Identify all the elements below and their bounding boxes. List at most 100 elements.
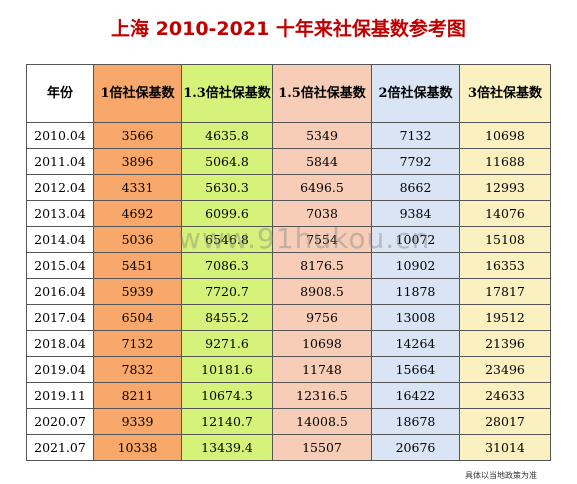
header-1-3x-base: 1.3倍社保基数 [181, 64, 273, 123]
header-2x-base: 2倍社保基数 [371, 64, 460, 123]
cell-3x-base: 11688 [459, 148, 551, 175]
cell-1-3x-base: 6546.8 [181, 226, 273, 253]
table-body: 2010.04 3566 4635.8 5349 7132 10698 2011.04 389… [26, 122, 551, 461]
cell-1x-base: 5036 [93, 226, 182, 253]
cell-1-3x-base: 9271.6 [181, 330, 273, 357]
cell-1-3x-base: 7086.3 [181, 252, 273, 279]
table-row: 2016.04 5939 7720.7 8908.5 11878 17817 [26, 278, 551, 305]
table-row: 2010.04 3566 4635.8 5349 7132 10698 [26, 122, 551, 149]
cell-1-5x-base: 7038 [272, 200, 372, 227]
cell-2x-base: 20676 [371, 434, 460, 461]
table-row: 2014.04 5036 6546.8 7554 10072 15108 [26, 226, 551, 253]
cell-2x-base: 8662 [371, 174, 460, 201]
cell-1-5x-base: 8176.5 [272, 252, 372, 279]
cell-1-5x-base: 9756 [272, 304, 372, 331]
cell-1-5x-base: 5349 [272, 122, 372, 149]
table-row: 2012.04 4331 5630.3 6496.5 8662 12993 [26, 174, 551, 201]
cell-1x-base: 7832 [93, 356, 182, 383]
header-3x-base: 3倍社保基数 [459, 64, 551, 123]
cell-2x-base: 14264 [371, 330, 460, 357]
table-row: 2011.04 3896 5064.8 5844 7792 11688 [26, 148, 551, 175]
cell-2x-base: 7132 [371, 122, 460, 149]
cell-1x-base: 8211 [93, 382, 182, 409]
cell-1-3x-base: 5630.3 [181, 174, 273, 201]
cell-year: 2020.07 [26, 408, 94, 435]
cell-1x-base: 10338 [93, 434, 182, 461]
cell-1-5x-base: 15507 [272, 434, 372, 461]
cell-1x-base: 3566 [93, 122, 182, 149]
cell-year: 2017.04 [26, 304, 94, 331]
social-security-base-table: 年份 1倍社保基数 1.3倍社保基数 1.5倍社保基数 2倍社保基数 3倍社保基… [26, 64, 551, 461]
table-row: 2019.11 8211 10674.3 12316.5 16422 24633 [26, 382, 551, 409]
cell-1x-base: 5939 [93, 278, 182, 305]
cell-1-5x-base: 12316.5 [272, 382, 372, 409]
cell-2x-base: 13008 [371, 304, 460, 331]
cell-1-3x-base: 10181.6 [181, 356, 273, 383]
cell-2x-base: 10902 [371, 252, 460, 279]
table-header-row: 年份 1倍社保基数 1.3倍社保基数 1.5倍社保基数 2倍社保基数 3倍社保基… [26, 64, 551, 123]
cell-2x-base: 11878 [371, 278, 460, 305]
cell-2x-base: 9384 [371, 200, 460, 227]
cell-2x-base: 16422 [371, 382, 460, 409]
cell-1x-base: 3896 [93, 148, 182, 175]
cell-1-5x-base: 11748 [272, 356, 372, 383]
cell-year: 2014.04 [26, 226, 94, 253]
table-row: 2017.04 6504 8455.2 9756 13008 19512 [26, 304, 551, 331]
cell-3x-base: 15108 [459, 226, 551, 253]
watermark: www.91hukou.cn [178, 222, 431, 255]
header-year: 年份 [26, 64, 94, 123]
cell-2x-base: 10072 [371, 226, 460, 253]
cell-3x-base: 23496 [459, 356, 551, 383]
table-row: 2018.04 7132 9271.6 10698 14264 21396 [26, 330, 551, 357]
cell-1-3x-base: 10674.3 [181, 382, 273, 409]
cell-2x-base: 7792 [371, 148, 460, 175]
page-title: 上海 2010-2021 十年来社保基数参考图 [111, 18, 466, 40]
cell-1x-base: 6504 [93, 304, 182, 331]
table-row: 2013.04 4692 6099.6 7038 9384 14076 [26, 200, 551, 227]
cell-year: 2021.07 [26, 434, 94, 461]
table-row: 2021.07 10338 13439.4 15507 20676 31014 [26, 434, 551, 461]
cell-1-5x-base: 7554 [272, 226, 372, 253]
cell-year: 2013.04 [26, 200, 94, 227]
cell-year: 2019.04 [26, 356, 94, 383]
cell-1x-base: 5451 [93, 252, 182, 279]
cell-year: 2019.11 [26, 382, 94, 409]
cell-2x-base: 15664 [371, 356, 460, 383]
cell-1-5x-base: 10698 [272, 330, 372, 357]
cell-1x-base: 7132 [93, 330, 182, 357]
cell-3x-base: 14076 [459, 200, 551, 227]
cell-1x-base: 4692 [93, 200, 182, 227]
cell-1-5x-base: 6496.5 [272, 174, 372, 201]
cell-1-5x-base: 8908.5 [272, 278, 372, 305]
cell-3x-base: 24633 [459, 382, 551, 409]
table-row: 2015.04 5451 7086.3 8176.5 10902 16353 [26, 252, 551, 279]
cell-year: 2010.04 [26, 122, 94, 149]
header-1x-base: 1倍社保基数 [93, 64, 182, 123]
cell-year: 2012.04 [26, 174, 94, 201]
cell-3x-base: 16353 [459, 252, 551, 279]
cell-year: 2018.04 [26, 330, 94, 357]
cell-year: 2016.04 [26, 278, 94, 305]
cell-1-3x-base: 7720.7 [181, 278, 273, 305]
cell-1x-base: 4331 [93, 174, 182, 201]
cell-1-3x-base: 5064.8 [181, 148, 273, 175]
cell-2x-base: 18678 [371, 408, 460, 435]
table-row: 2019.04 7832 10181.6 11748 15664 23496 [26, 356, 551, 383]
cell-3x-base: 31014 [459, 434, 551, 461]
cell-1-3x-base: 8455.2 [181, 304, 273, 331]
cell-3x-base: 10698 [459, 122, 551, 149]
cell-1-3x-base: 12140.7 [181, 408, 273, 435]
cell-3x-base: 17817 [459, 278, 551, 305]
cell-1-5x-base: 14008.5 [272, 408, 372, 435]
table-row: 2020.07 9339 12140.7 14008.5 18678 28017 [26, 408, 551, 435]
cell-1-5x-base: 5844 [272, 148, 372, 175]
header-1-5x-base: 1.5倍社保基数 [272, 64, 372, 123]
cell-3x-base: 28017 [459, 408, 551, 435]
cell-3x-base: 21396 [459, 330, 551, 357]
cell-year: 2015.04 [26, 252, 94, 279]
cell-3x-base: 19512 [459, 304, 551, 331]
footnote: 具体以当地政策为准 [465, 471, 537, 480]
cell-year: 2011.04 [26, 148, 94, 175]
cell-1x-base: 9339 [93, 408, 182, 435]
cell-3x-base: 12993 [459, 174, 551, 201]
